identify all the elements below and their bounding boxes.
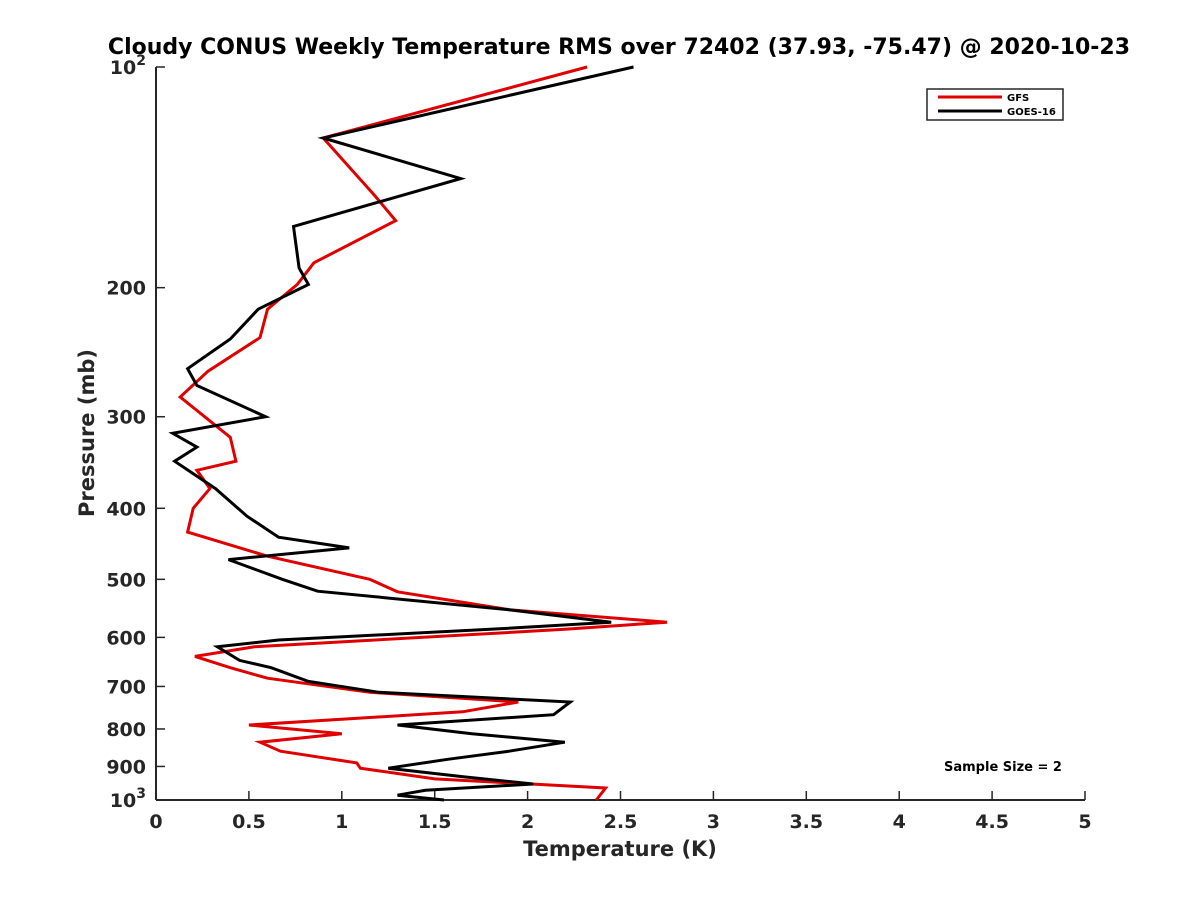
- y-tick-label: 500: [106, 569, 146, 591]
- x-tick-label: 5: [1078, 811, 1091, 833]
- y-tick-label: 300: [106, 407, 146, 429]
- x-tick-label: 4.5: [975, 811, 1009, 833]
- x-tick-label: 0: [149, 811, 162, 833]
- sample-size-annotation: Sample Size = 2: [944, 760, 1062, 775]
- legend-label-gfs: GFS: [1007, 93, 1029, 104]
- x-tick-label: 3: [707, 811, 720, 833]
- series-layer: [168, 65, 668, 802]
- legend-label-goes-16: GOES-16: [1007, 107, 1056, 118]
- y-tick-label: 800: [106, 719, 146, 741]
- y-tick-label: 102: [110, 53, 146, 79]
- y-tick-label: 200: [106, 278, 146, 300]
- y-tick-label: 600: [106, 627, 146, 649]
- y-tick-label: 700: [106, 676, 146, 698]
- x-tick-label: 4: [893, 811, 906, 833]
- x-axis-label: Temperature (K): [523, 837, 717, 861]
- y-axis-label: Pressure (mb): [75, 349, 99, 517]
- y-tick-label: 103: [110, 786, 146, 812]
- x-tick-label: 0.5: [232, 811, 266, 833]
- legend: GFS GOES-16: [926, 88, 1064, 121]
- x-tick-label: 1: [335, 811, 348, 833]
- chart-title: Cloudy CONUS Weekly Temperature RMS over…: [108, 35, 1130, 60]
- y-tick-label: 400: [106, 498, 146, 520]
- x-tick-label: 3.5: [789, 811, 823, 833]
- x-tick-label: 2.5: [604, 811, 638, 833]
- series-line-gfs: [177, 65, 668, 801]
- plot-area: 0 0.5 1 1.5 2 2.5 3 3.5 4 4.5 5 102 200 300 400 500 600…: [106, 53, 1091, 833]
- series-line-goes-16: [168, 65, 634, 802]
- x-axis-ticks: 0 0.5 1 1.5 2 2.5 3 3.5 4 4.5 5: [149, 791, 1092, 833]
- y-axis-ticks: 102 200 300 400 500 600 700 800 900 103: [106, 53, 165, 812]
- x-tick-label: 1.5: [418, 811, 452, 833]
- x-tick-label: 2: [521, 811, 534, 833]
- legend-box: [926, 88, 1064, 121]
- y-tick-label: 900: [106, 756, 146, 778]
